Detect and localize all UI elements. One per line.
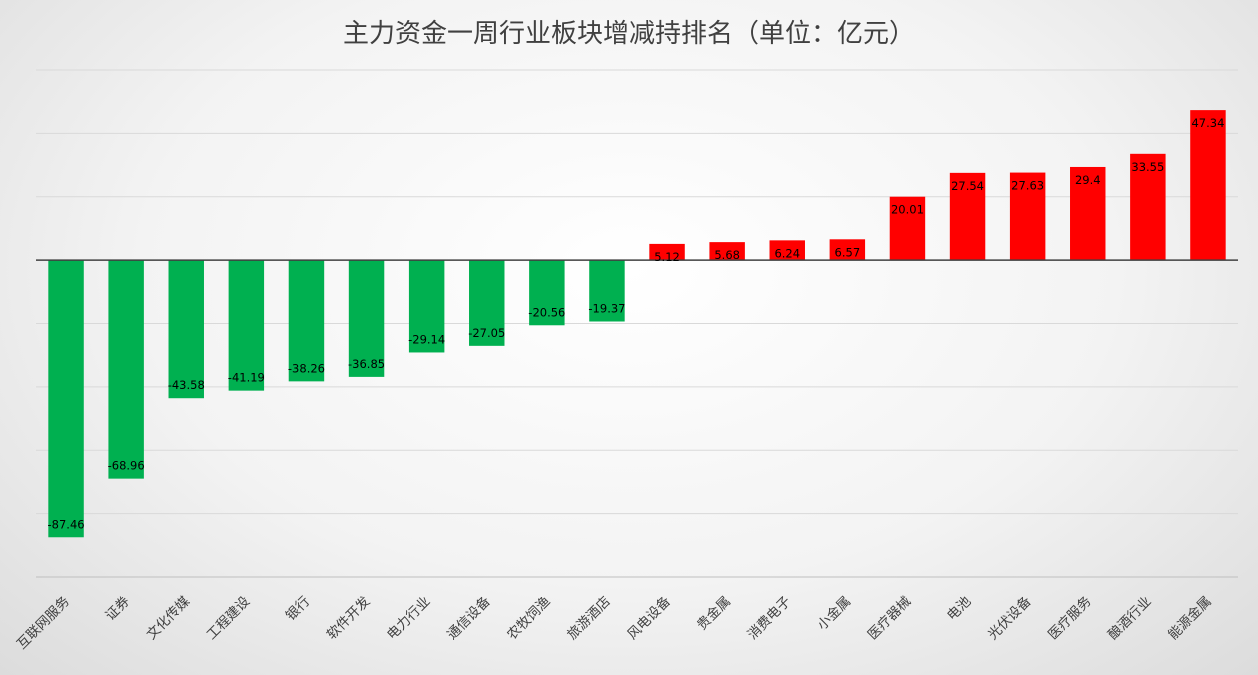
data-label: 6.24: [774, 246, 800, 260]
category-label: 消费电子: [745, 594, 794, 643]
bar: [709, 242, 745, 261]
data-label: 6.57: [835, 245, 861, 259]
data-label: -41.19: [228, 371, 265, 385]
category-label: 酿酒行业: [1105, 594, 1154, 643]
bar: [949, 172, 986, 261]
data-label: -68.96: [108, 459, 145, 473]
category-label: 证券: [103, 593, 134, 624]
bar: [1009, 172, 1046, 261]
data-label: 20.01: [891, 203, 924, 217]
category-label: 医疗服务: [1045, 594, 1094, 643]
bars: [48, 110, 1226, 538]
bar: [228, 260, 265, 391]
category-label: 文化传媒: [144, 593, 194, 643]
data-label: -27.05: [468, 326, 505, 340]
category-label: 能源金属: [1165, 594, 1214, 643]
bar: [889, 196, 926, 261]
data-label: 5.68: [714, 248, 740, 262]
category-label: 旅游酒店: [564, 594, 613, 643]
data-label: 27.63: [1011, 179, 1044, 193]
data-label: -29.14: [408, 332, 445, 346]
category-label: 互联网服务: [14, 594, 73, 653]
category-label: 软件开发: [324, 593, 374, 643]
bar: [168, 260, 204, 399]
gridlines: [36, 69, 1238, 578]
data-label: 33.55: [1131, 160, 1164, 174]
bar: [769, 240, 805, 261]
category-label: 农牧饲渔: [504, 594, 553, 643]
data-label: -87.46: [48, 517, 85, 531]
data-labels: -87.46 -68.96 -43.58 -41.19 -38.26 -36.85 -29.…: [48, 116, 1225, 531]
data-label: -43.58: [168, 378, 205, 392]
data-label: -36.85: [348, 357, 385, 371]
bar: [408, 260, 445, 353]
bar: [829, 239, 866, 261]
data-label: 47.34: [1191, 116, 1224, 130]
bar: [48, 260, 84, 538]
data-label: 5.12: [654, 250, 680, 264]
data-label: 29.4: [1075, 173, 1101, 187]
bar: [469, 260, 505, 346]
bar: [348, 260, 385, 377]
bar: [529, 260, 565, 326]
data-label: -38.26: [288, 361, 325, 375]
category-label: 通信设备: [443, 592, 494, 643]
bar: [1070, 166, 1106, 261]
category-label: 光伏设备: [984, 592, 1035, 643]
bar: [589, 260, 625, 322]
data-label: -19.37: [588, 302, 625, 316]
category-label: 电力行业: [384, 594, 433, 643]
category-label: 银行: [283, 594, 313, 624]
bar: [1190, 110, 1226, 261]
bar: [288, 260, 325, 382]
bar: [649, 243, 685, 261]
category-labels: 互联网服务 证券 文化传媒 工程建设 银行 软件开发 电力行业 通信设备 农牧饲渔 旅游酒店 风电设…: [14, 592, 1215, 652]
category-label: 工程建设: [204, 594, 253, 643]
data-label: -20.56: [528, 305, 565, 319]
category-label: 电池: [944, 594, 974, 624]
bar: [1130, 153, 1166, 261]
bar: [108, 260, 144, 479]
category-label: 风电设备: [624, 592, 675, 643]
chart-title: 主力资金一周行业板块增减持排名（单位：亿元）: [343, 19, 915, 49]
category-label: 贵金属: [694, 594, 734, 634]
category-label: 医疗器械: [865, 594, 914, 643]
category-label: 小金属: [814, 594, 854, 634]
data-label: 27.54: [951, 179, 984, 193]
